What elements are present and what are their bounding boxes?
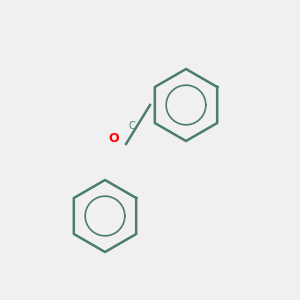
Text: C: C — [129, 121, 135, 131]
Text: O: O — [109, 131, 119, 145]
